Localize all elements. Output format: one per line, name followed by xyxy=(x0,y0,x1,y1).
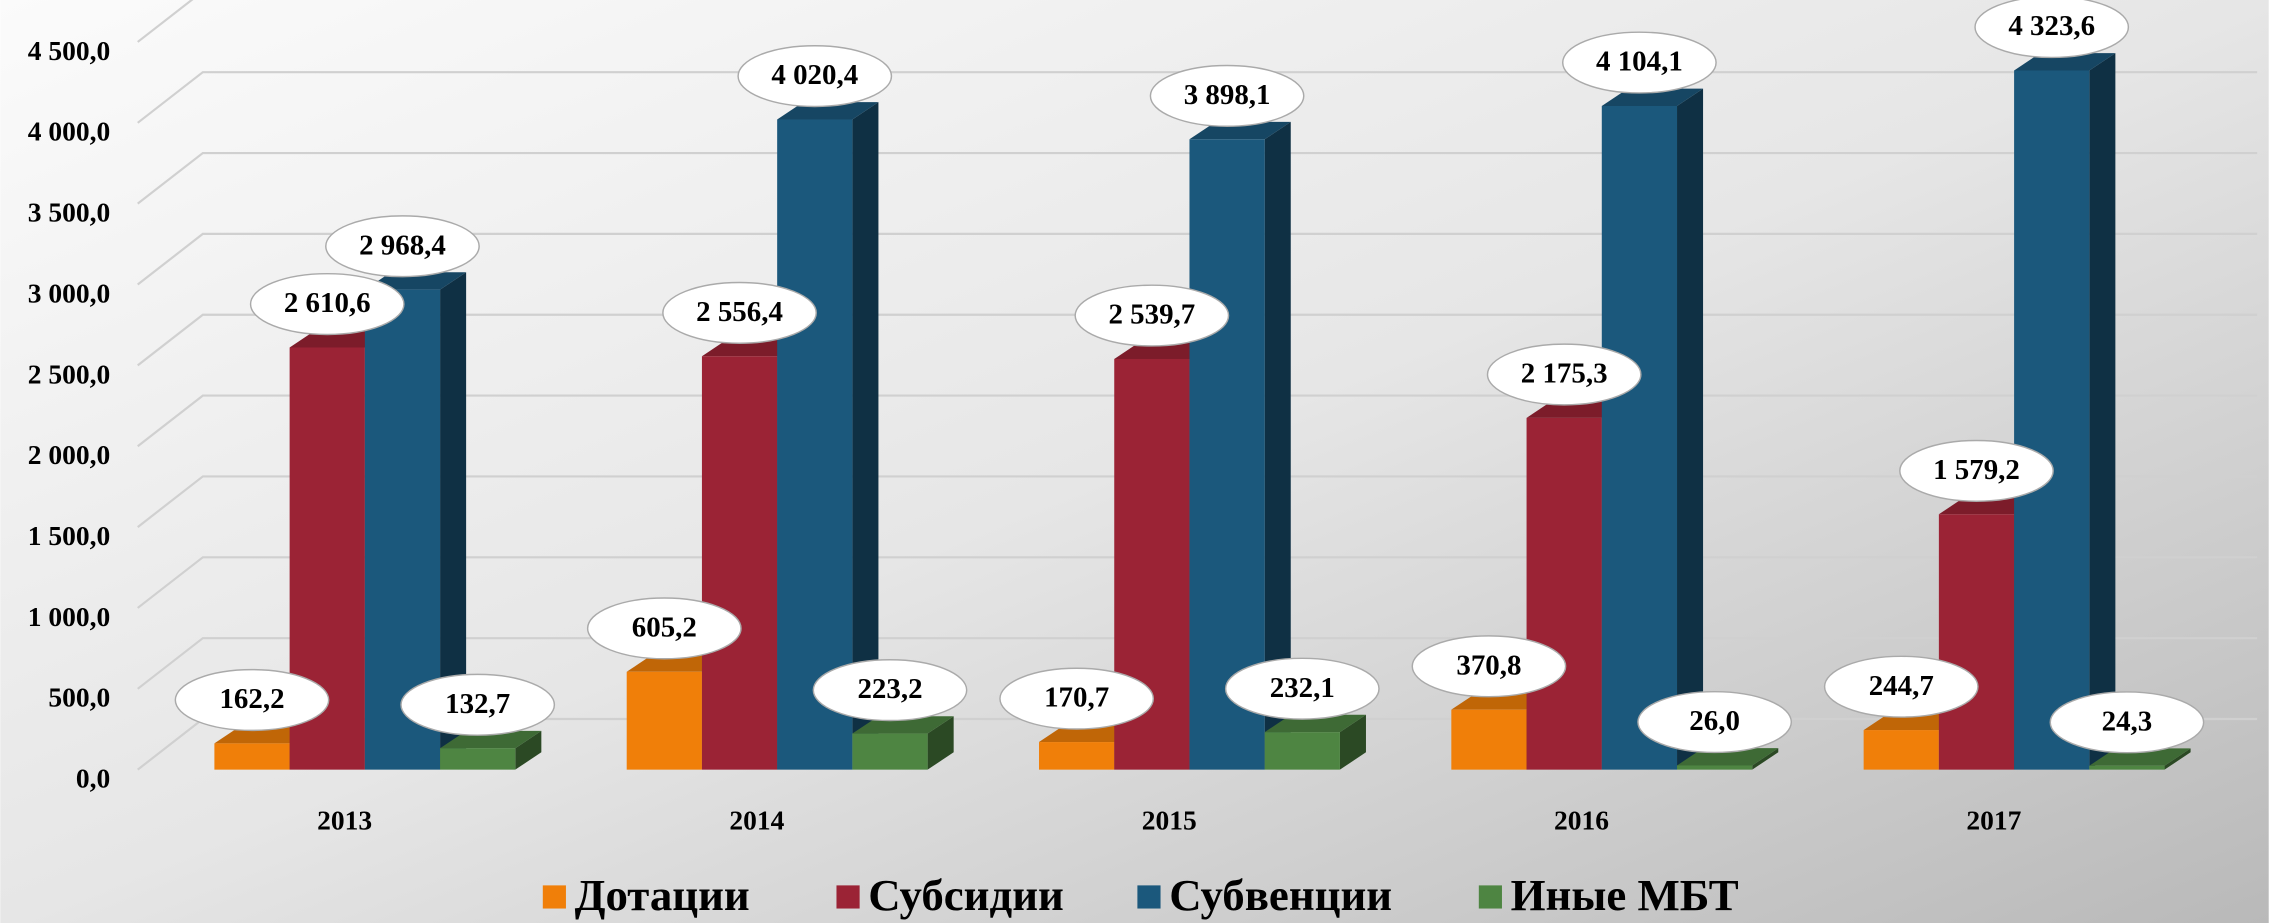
bar-side xyxy=(440,272,467,770)
data-label: 24,3 xyxy=(2102,705,2153,737)
data-label: 4 104,1 xyxy=(1596,46,1683,78)
data-label: 2 175,3 xyxy=(1521,358,1608,390)
legend-swatch xyxy=(836,885,860,909)
legend-label: Дотации xyxy=(575,870,750,920)
bar xyxy=(1189,139,1265,770)
bar xyxy=(2014,70,2090,770)
data-label: 1 579,2 xyxy=(1933,454,2020,486)
label-bubble xyxy=(812,659,968,722)
x-tick-label: 2013 xyxy=(317,805,372,835)
data-label: 132,7 xyxy=(445,688,510,720)
bar xyxy=(1264,732,1340,770)
x-tick-label: 2015 xyxy=(1142,805,1197,835)
bar-side xyxy=(1264,121,1291,770)
label-bubble xyxy=(1224,657,1380,720)
bar-side xyxy=(927,716,954,770)
label-bubble xyxy=(2049,691,2205,754)
data-label: 2 610,6 xyxy=(284,287,371,319)
label-bubble xyxy=(1486,343,1642,406)
label-bubble xyxy=(174,668,330,732)
data-label: 2 539,7 xyxy=(1108,299,1195,331)
legend-swatch xyxy=(1137,885,1161,909)
label-bubble xyxy=(662,281,817,344)
data-label: 605,2 xyxy=(632,611,697,643)
data-label: 4 020,4 xyxy=(771,59,858,91)
label-bubble xyxy=(1823,655,1979,718)
bar xyxy=(626,671,702,770)
y-tick-label: 0,0 xyxy=(76,764,110,794)
data-label: 232,1 xyxy=(1270,672,1335,704)
bar xyxy=(1039,742,1115,770)
x-tick-label: 2017 xyxy=(1966,805,2021,835)
data-label: 2 968,4 xyxy=(359,229,446,261)
label-bubble xyxy=(1637,690,1793,754)
bar xyxy=(1938,514,2015,770)
bar xyxy=(1863,730,1939,770)
x-tick-label: 2014 xyxy=(729,805,784,835)
legend-swatch xyxy=(542,885,566,909)
label-bubble xyxy=(1899,439,2054,502)
bar xyxy=(2089,765,2165,770)
label-bubble xyxy=(1149,64,1305,127)
y-tick-label: 3 500,0 xyxy=(28,198,110,228)
data-label: 4 323,6 xyxy=(2008,10,2095,42)
data-label: 2 556,4 xyxy=(696,296,783,328)
label-bubble xyxy=(586,597,742,660)
label-bubble xyxy=(737,45,893,108)
label-bubble xyxy=(249,272,405,336)
bar-side xyxy=(2164,748,2191,770)
bar xyxy=(1526,417,1602,770)
data-label: 370,8 xyxy=(1456,649,1521,681)
y-tick-label: 2 500,0 xyxy=(28,359,110,389)
data-label: 3 898,1 xyxy=(1184,79,1271,111)
label-bubble xyxy=(999,667,1155,730)
label-bubble xyxy=(1411,635,1567,698)
data-label: 26,0 xyxy=(1689,705,1740,737)
bar-side xyxy=(1677,88,1704,770)
data-label: 170,7 xyxy=(1044,682,1109,714)
bar xyxy=(701,356,778,770)
label-bubble xyxy=(400,673,556,736)
data-label: 162,2 xyxy=(219,683,284,715)
bar xyxy=(777,119,853,770)
bar xyxy=(852,733,928,770)
y-tick-label: 1 000,0 xyxy=(28,602,110,632)
data-label: 244,7 xyxy=(1869,670,1934,702)
y-tick-label: 1 500,0 xyxy=(28,521,110,551)
grid-line xyxy=(137,0,194,43)
y-tick-label: 4 000,0 xyxy=(28,117,110,147)
bar xyxy=(1677,765,1753,770)
bar-side xyxy=(1339,714,1366,770)
legend-label: Субвенции xyxy=(1169,870,1392,920)
y-tick-label: 4 500,0 xyxy=(28,36,110,66)
bar xyxy=(1601,105,1678,770)
label-bubble xyxy=(1562,31,1717,94)
label-bubble xyxy=(1074,284,1230,347)
legend-label: Субсидии xyxy=(868,870,1064,920)
x-tick-label: 2016 xyxy=(1554,805,1609,835)
legend-label: Иные МБТ xyxy=(1511,870,1739,920)
y-tick-label: 2 000,0 xyxy=(28,440,110,470)
label-bubble xyxy=(1974,0,2130,59)
bar-side xyxy=(1752,748,1779,770)
y-tick-label: 3 000,0 xyxy=(28,278,110,308)
label-bubble xyxy=(325,215,480,278)
grid-line xyxy=(137,232,2258,286)
legend-swatch xyxy=(1478,885,1502,909)
bar-side xyxy=(2089,53,2116,770)
grid-line xyxy=(137,313,2258,367)
bar-side xyxy=(852,102,879,770)
bar xyxy=(1451,709,1527,770)
y-tick-label: 500,0 xyxy=(48,683,110,713)
bar xyxy=(214,743,290,770)
grid-line xyxy=(137,151,2258,205)
bar xyxy=(440,748,516,770)
data-label: 223,2 xyxy=(857,673,922,705)
bar-side xyxy=(515,730,542,770)
